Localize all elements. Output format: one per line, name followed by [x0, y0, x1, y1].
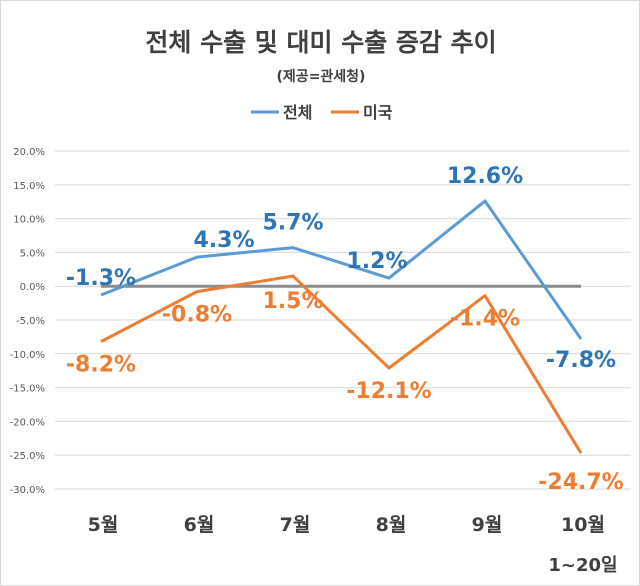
- y-tick-label: -30.0%: [10, 485, 45, 496]
- data-label: 12.6%: [447, 164, 523, 189]
- y-tick-label: 20.0%: [13, 147, 45, 158]
- y-tick-label: -25.0%: [10, 451, 45, 462]
- y-tick-label: 10.0%: [13, 215, 45, 226]
- data-label: 4.3%: [193, 228, 254, 253]
- data-label: 1.2%: [346, 249, 407, 274]
- x-tick-label: 10월: [561, 514, 605, 536]
- data-label: -0.8%: [162, 303, 232, 328]
- y-tick-label: -5.0%: [16, 316, 45, 327]
- data-label: -7.8%: [546, 348, 616, 373]
- data-label: -24.7%: [538, 470, 623, 495]
- x-tick-label: 9월: [472, 514, 503, 536]
- legend-label-us: 미국: [363, 103, 393, 122]
- legend-label-total: 전체: [283, 103, 312, 122]
- y-tick-label: 5.0%: [20, 248, 45, 259]
- data-label: -1.3%: [66, 266, 136, 291]
- y-tick-label: 15.0%: [13, 181, 45, 192]
- y-tick-label: -10.0%: [10, 350, 45, 361]
- data-label: -1.4%: [450, 307, 520, 332]
- legend: 전체 미국: [251, 103, 393, 122]
- x-tick-label: 8월: [376, 514, 407, 536]
- chart-subtitle: (제공=관세청): [277, 68, 366, 85]
- chart-title: 전체 수출 및 대미 수출 증감 추이: [145, 28, 496, 57]
- data-label: 1.5%: [262, 289, 323, 314]
- x-tick-label: 7월: [280, 514, 311, 536]
- x-tick-label: 6월: [184, 514, 215, 536]
- y-tick-label: -20.0%: [10, 417, 45, 428]
- y-tick-label: -15.0%: [10, 384, 45, 395]
- x-tick-label: 5월: [88, 514, 119, 536]
- data-label: -8.2%: [66, 353, 136, 378]
- data-label: 5.7%: [262, 211, 323, 236]
- y-tick-label: 0.0%: [20, 282, 45, 293]
- data-label: -12.1%: [346, 379, 431, 404]
- x-axis-note: 1~20일: [548, 555, 617, 576]
- series-line-us: [100, 274, 583, 454]
- series-line-total: [100, 199, 583, 340]
